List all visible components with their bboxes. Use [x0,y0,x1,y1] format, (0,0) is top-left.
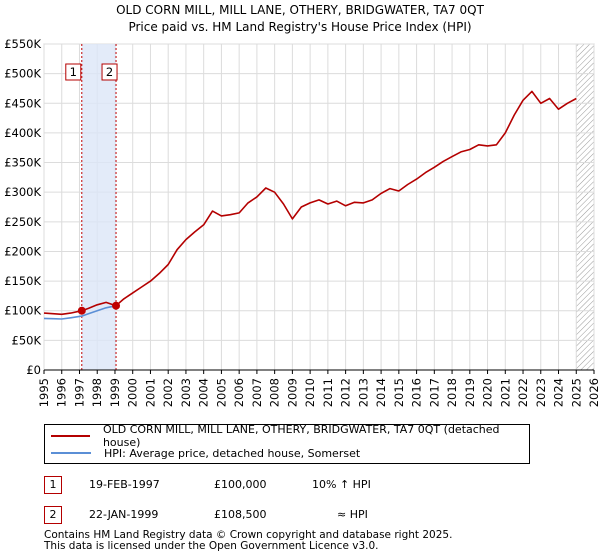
y-axis: £0 £50K £100K £150K £200K £250K £300K £350K £400… [4,37,41,377]
x-tick-label: 2011 [321,378,335,407]
legend-label-property: OLD CORN MILL, MILL LANE, OTHERY, BRIDGW… [102,423,500,449]
transaction-price: £100,000 [214,478,267,491]
x-tick-label: 2006 [232,378,246,407]
transaction-row: 1 19-FEB-1997 £100,000 10% ↑ HPI [44,476,564,496]
sale-point [77,306,86,315]
marker-badge [65,63,82,81]
x-tick-label: 1998 [90,378,104,407]
x-tick-label: 2002 [161,378,175,407]
x-tick-label: 2008 [268,378,282,407]
x-tick-label: 1995 [37,378,51,407]
legend-item-property: OLD CORN MILL, MILL LANE, OTHERY, BRIDGW… [51,423,529,449]
transaction-date: 22-JAN-1999 [89,508,159,521]
x-tick-label: 2010 [303,378,317,407]
legend: OLD CORN MILL, MILL LANE, OTHERY, BRIDGW… [44,423,530,464]
footer: Contains HM Land Registry data © Crown c… [44,530,452,552]
transaction-date: 19-FEB-1997 [89,478,160,491]
x-tick-label: 2016 [410,378,424,407]
series-lines [43,90,577,320]
x-tick-label: 1999 [108,378,122,407]
y-tick-label: £400K [4,126,41,140]
legend-swatch-property [51,435,90,437]
y-tick-label: £250K [4,215,41,229]
y-tick-label: £500K [4,67,41,81]
x-tick-label: 2000 [126,378,140,407]
x-tick-label: 1997 [72,378,86,407]
x-tick-label: 2026 [587,378,600,407]
y-tick-label: £200K [4,244,41,258]
transaction-row: 2 22-JAN-1999 £108,500 ≈ HPI [44,506,564,526]
title-line-2: Price paid vs. HM Land Registry's House … [128,20,472,34]
legend-label-hpi: HPI: Average price, detached house, Some… [104,446,361,460]
x-tick-label: 2021 [498,378,512,407]
forecast-hatch [576,44,594,370]
x-tick-label: 2014 [374,378,388,407]
plot-area [43,43,595,371]
y-tick-label: £300K [4,185,41,199]
footer-line-1: Contains HM Land Registry data © Crown c… [44,529,453,541]
x-tick-label: 2022 [516,378,530,407]
marker-badge-label: 2 [106,65,113,79]
transaction-badge: 1 [44,476,62,494]
shaded-ownership-period [81,44,117,370]
y-tick-label: £350K [4,156,41,170]
x-tick-label: 2012 [339,378,353,407]
x-tick-label: 2004 [197,378,211,407]
footer-line-2: This data is licensed under the Open Gov… [44,540,379,552]
series-line [43,90,577,316]
sale-point [112,301,121,310]
chart-title: OLD CORN MILL, MILL LANE, OTHERY, BRIDGW… [0,2,600,36]
x-tick-label: 2007 [250,378,264,407]
legend-swatch-hpi [51,452,91,454]
x-tick-label: 2005 [214,378,228,407]
transaction-badge: 2 [44,506,62,524]
y-tick-label: £450K [4,96,41,110]
x-tick-label: 2025 [569,378,583,407]
title-line-1: OLD CORN MILL, MILL LANE, OTHERY, BRIDGW… [116,3,484,17]
y-tick-label: £100K [4,304,41,318]
y-tick-label: £150K [4,274,41,288]
grid-lines [43,43,595,371]
x-tick-label: 2017 [427,378,441,407]
x-tick-label: 1996 [55,378,69,407]
x-tick-label: 2009 [285,378,299,407]
series-line [43,304,117,320]
x-tick-label: 2013 [356,378,370,407]
x-tick-label: 2001 [143,378,157,407]
shaded-period [81,44,117,370]
marker-badge-label: 1 [70,65,77,79]
x-axis: 1995 1996 1997 1998 1999 2000 2001 2002 2003 2004… [37,369,600,407]
transaction-hpi: ≈ HPI [337,508,368,521]
x-tick-label: 2003 [179,378,193,407]
x-tick-label: 2024 [552,378,566,407]
transaction-price: £108,500 [214,508,267,521]
marker-badge [101,63,118,81]
x-tick-label: 2023 [534,378,548,407]
legend-item-hpi: HPI: Average price, detached house, Some… [51,445,360,461]
x-tick-label: 2015 [392,378,406,407]
plot-background [43,43,595,371]
x-tick-label: 2019 [463,378,477,407]
x-tick-label: 2020 [481,378,495,407]
y-tick-label: £50K [12,333,42,347]
x-tick-label: 2018 [445,378,459,407]
transaction-hpi: 10% ↑ HPI [312,478,371,491]
y-tick-label: £550K [4,37,41,51]
y-tick-label: £0 [26,363,41,377]
